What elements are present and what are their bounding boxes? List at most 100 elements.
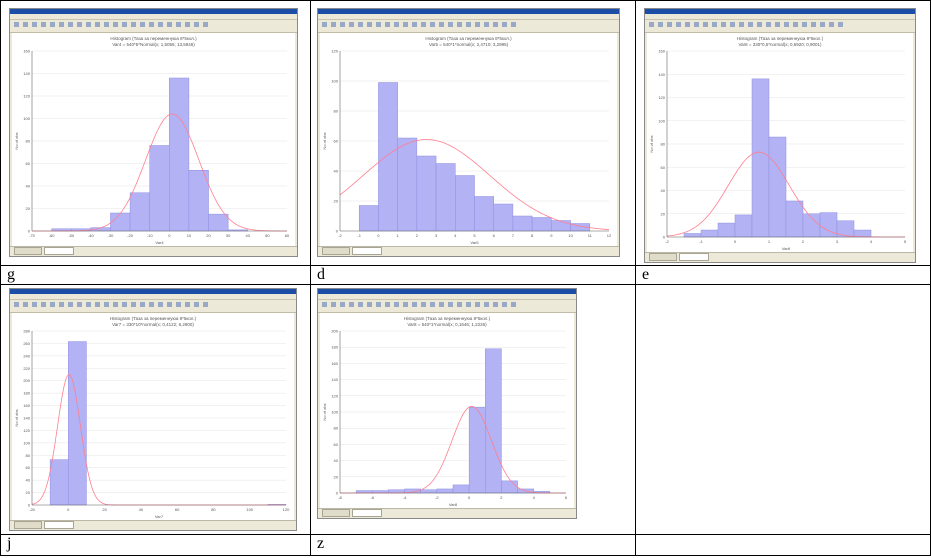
workbook-tab[interactable] xyxy=(322,509,350,517)
toolbar-button-icon[interactable] xyxy=(385,22,390,27)
toolbar-button-icon[interactable] xyxy=(77,22,82,27)
toolbar-button-icon[interactable] xyxy=(140,302,145,307)
toolbar-button-icon[interactable] xyxy=(59,302,64,307)
toolbar-button-icon[interactable] xyxy=(185,302,190,307)
workbook-tab[interactable] xyxy=(14,247,42,255)
workbook-tab[interactable] xyxy=(14,521,42,529)
toolbar-button-icon[interactable] xyxy=(349,302,354,307)
toolbar-button-icon[interactable] xyxy=(149,302,154,307)
toolbar-button-icon[interactable] xyxy=(829,22,834,27)
toolbar-button-icon[interactable] xyxy=(502,302,507,307)
toolbar-button-icon[interactable] xyxy=(95,302,100,307)
histogram-tab[interactable] xyxy=(352,509,382,517)
toolbar-button-icon[interactable] xyxy=(32,302,37,307)
toolbar-button-icon[interactable] xyxy=(394,22,399,27)
toolbar-button-icon[interactable] xyxy=(475,22,480,27)
toolbar-button-icon[interactable] xyxy=(457,22,462,27)
toolbar-button-icon[interactable] xyxy=(95,22,100,27)
toolbar-button-icon[interactable] xyxy=(167,302,172,307)
workbook-tab[interactable] xyxy=(322,247,350,255)
toolbar-button-icon[interactable] xyxy=(376,22,381,27)
toolbar-button-icon[interactable] xyxy=(140,22,145,27)
toolbar-button-icon[interactable] xyxy=(41,302,46,307)
toolbar-button-icon[interactable] xyxy=(23,302,28,307)
toolbar-button-icon[interactable] xyxy=(167,22,172,27)
toolbar-button-icon[interactable] xyxy=(439,302,444,307)
toolbar-button-icon[interactable] xyxy=(484,22,489,27)
histogram-tab[interactable] xyxy=(44,521,74,529)
toolbar-button-icon[interactable] xyxy=(658,22,663,27)
toolbar-button-icon[interactable] xyxy=(838,22,843,27)
toolbar-button-icon[interactable] xyxy=(811,22,816,27)
toolbar-button-icon[interactable] xyxy=(68,302,73,307)
histogram-tab[interactable] xyxy=(352,247,382,255)
toolbar-button-icon[interactable] xyxy=(113,22,118,27)
toolbar-button-icon[interactable] xyxy=(86,22,91,27)
toolbar-button-icon[interactable] xyxy=(730,22,735,27)
toolbar-button-icon[interactable] xyxy=(376,302,381,307)
toolbar-button-icon[interactable] xyxy=(203,302,208,307)
toolbar-button-icon[interactable] xyxy=(358,22,363,27)
toolbar-button-icon[interactable] xyxy=(385,302,390,307)
toolbar-button-icon[interactable] xyxy=(322,302,327,307)
toolbar-button-icon[interactable] xyxy=(194,22,199,27)
toolbar-button-icon[interactable] xyxy=(194,302,199,307)
toolbar-button-icon[interactable] xyxy=(23,22,28,27)
toolbar-button-icon[interactable] xyxy=(158,22,163,27)
toolbar-button-icon[interactable] xyxy=(322,22,327,27)
toolbar-button-icon[interactable] xyxy=(403,302,408,307)
toolbar-button-icon[interactable] xyxy=(475,302,480,307)
toolbar-button-icon[interactable] xyxy=(113,302,118,307)
toolbar-button-icon[interactable] xyxy=(757,22,762,27)
toolbar-button-icon[interactable] xyxy=(331,22,336,27)
toolbar-button-icon[interactable] xyxy=(493,22,498,27)
toolbar-button-icon[interactable] xyxy=(493,302,498,307)
toolbar-button-icon[interactable] xyxy=(466,302,471,307)
toolbar-button-icon[interactable] xyxy=(358,302,363,307)
toolbar-button-icon[interactable] xyxy=(131,302,136,307)
toolbar-button-icon[interactable] xyxy=(667,22,672,27)
toolbar-button-icon[interactable] xyxy=(766,22,771,27)
toolbar-button-icon[interactable] xyxy=(448,22,453,27)
toolbar-button-icon[interactable] xyxy=(86,302,91,307)
toolbar-button-icon[interactable] xyxy=(703,22,708,27)
toolbar-button-icon[interactable] xyxy=(349,22,354,27)
toolbar-button-icon[interactable] xyxy=(340,22,345,27)
toolbar-button-icon[interactable] xyxy=(412,302,417,307)
toolbar-button-icon[interactable] xyxy=(32,22,37,27)
toolbar-button-icon[interactable] xyxy=(131,22,136,27)
toolbar-button-icon[interactable] xyxy=(59,22,64,27)
toolbar-button-icon[interactable] xyxy=(484,302,489,307)
toolbar-button-icon[interactable] xyxy=(403,22,408,27)
toolbar-button-icon[interactable] xyxy=(122,302,127,307)
toolbar-button-icon[interactable] xyxy=(775,22,780,27)
toolbar-button-icon[interactable] xyxy=(430,302,435,307)
workbook-tab[interactable] xyxy=(649,253,677,261)
toolbar-button-icon[interactable] xyxy=(185,22,190,27)
toolbar-button-icon[interactable] xyxy=(104,22,109,27)
toolbar-button-icon[interactable] xyxy=(694,22,699,27)
toolbar-button-icon[interactable] xyxy=(802,22,807,27)
toolbar-button-icon[interactable] xyxy=(721,22,726,27)
toolbar-button-icon[interactable] xyxy=(176,302,181,307)
toolbar-button-icon[interactable] xyxy=(50,22,55,27)
toolbar-button-icon[interactable] xyxy=(340,302,345,307)
toolbar-button-icon[interactable] xyxy=(41,22,46,27)
toolbar-button-icon[interactable] xyxy=(502,22,507,27)
histogram-tab[interactable] xyxy=(679,253,709,261)
toolbar-button-icon[interactable] xyxy=(149,22,154,27)
toolbar-button-icon[interactable] xyxy=(421,302,426,307)
toolbar-button-icon[interactable] xyxy=(203,22,208,27)
toolbar-button-icon[interactable] xyxy=(739,22,744,27)
toolbar-button-icon[interactable] xyxy=(793,22,798,27)
toolbar-button-icon[interactable] xyxy=(412,22,417,27)
toolbar-button-icon[interactable] xyxy=(511,22,516,27)
toolbar-button-icon[interactable] xyxy=(176,22,181,27)
toolbar-button-icon[interactable] xyxy=(158,302,163,307)
toolbar-button-icon[interactable] xyxy=(14,22,19,27)
toolbar-button-icon[interactable] xyxy=(511,302,516,307)
toolbar-button-icon[interactable] xyxy=(685,22,690,27)
toolbar-button-icon[interactable] xyxy=(50,302,55,307)
toolbar-button-icon[interactable] xyxy=(676,22,681,27)
toolbar-button-icon[interactable] xyxy=(68,22,73,27)
